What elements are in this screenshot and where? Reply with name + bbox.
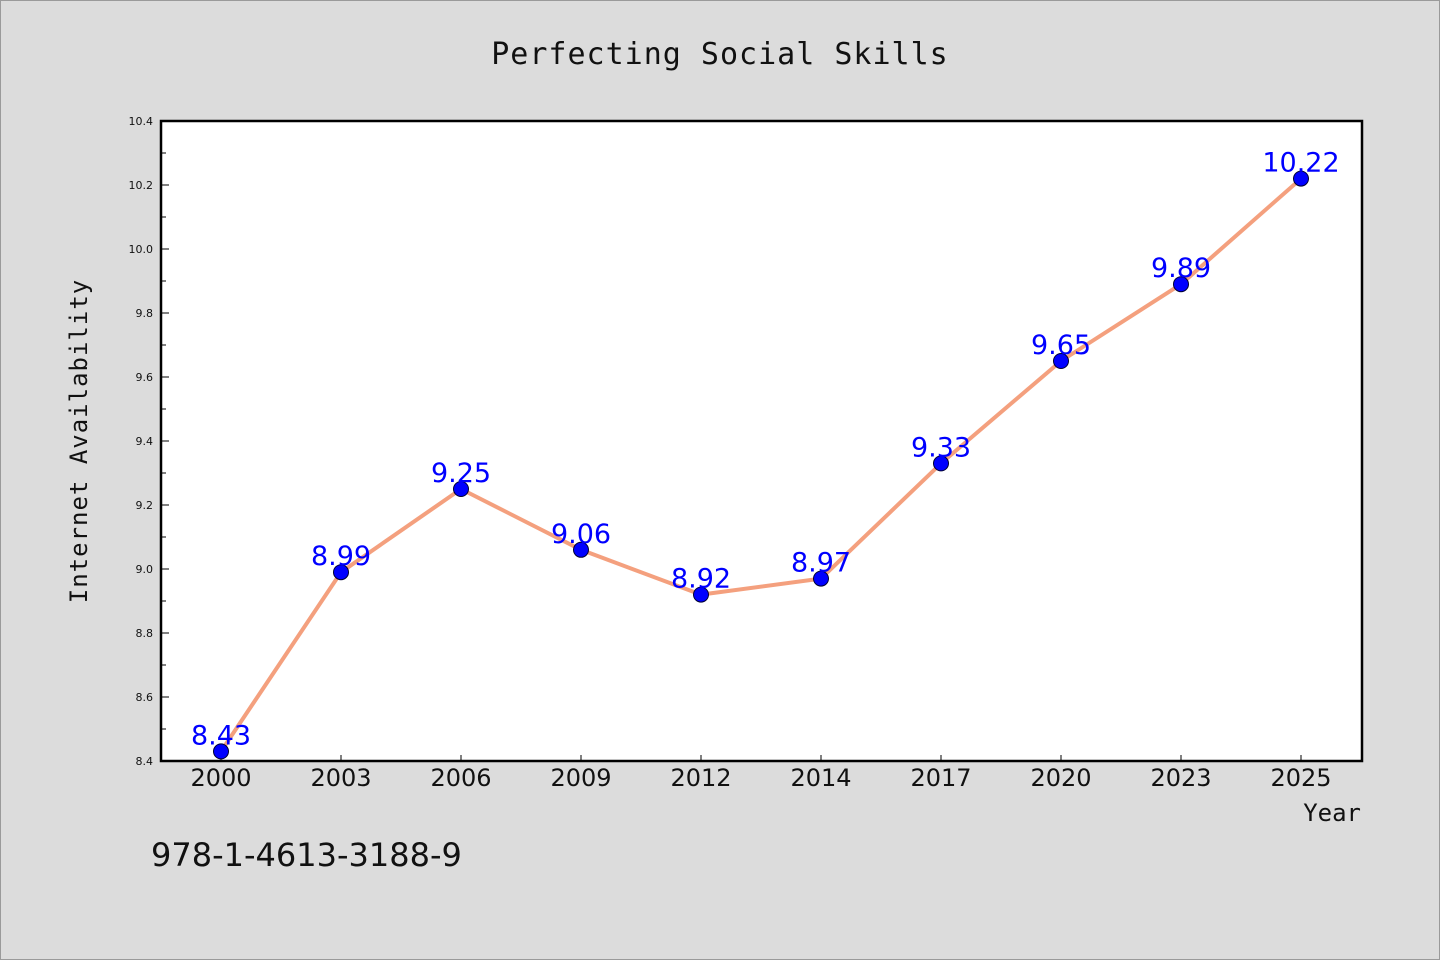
- data-point-group: [213, 170, 1309, 760]
- plot-frame: [159, 119, 1364, 763]
- data-label-2025: 10.22: [1262, 148, 1339, 179]
- x-tick-label: 2014: [790, 764, 851, 792]
- data-label-2014: 8.97: [791, 548, 851, 579]
- y-tick-label: 8.4: [136, 755, 154, 768]
- y-tick-label: 10.2: [129, 179, 154, 192]
- y-axis-label: Internet Availability: [65, 279, 93, 603]
- series-line-group: [219, 177, 1303, 753]
- x-tick-label: 2020: [1030, 764, 1091, 792]
- y-tick-label: 9.0: [136, 563, 154, 576]
- data-point-2012: [693, 586, 709, 603]
- data-label-2003: 8.99: [311, 541, 371, 572]
- data-label-group: 8.43 8.99 9.25 9.06 8.92 8.97 9.33 9.65 9.89 10.2…: [191, 148, 1340, 752]
- data-label-2017: 9.33: [911, 432, 971, 463]
- series-line: [219, 177, 1303, 753]
- y-tick-label: 8.6: [136, 691, 154, 704]
- data-point-2003: [333, 564, 349, 581]
- data-label-2009: 9.06: [551, 519, 611, 550]
- y-tick-label: 9.4: [136, 435, 154, 448]
- data-label-2020: 9.65: [1031, 330, 1091, 361]
- data-label-2000: 8.43: [191, 720, 251, 751]
- data-label-2012: 8.92: [671, 564, 731, 595]
- x-tick-label: 2025: [1270, 764, 1331, 792]
- y-tick-label: 10.0: [129, 243, 154, 256]
- data-point-2009: [573, 541, 589, 558]
- x-tick-label: 2003: [310, 764, 371, 792]
- x-tick-label: 2009: [550, 764, 611, 792]
- x-tick-label: 2017: [910, 764, 971, 792]
- y-tick-label: 8.8: [136, 627, 154, 640]
- plot-area: [161, 121, 1362, 761]
- x-tick-label: 2023: [1150, 764, 1211, 792]
- data-point-2017: [933, 455, 949, 472]
- x-axis-label: Year: [1303, 799, 1361, 827]
- isbn-text: 978-1-4613-3188-9: [151, 836, 462, 874]
- data-point-2014: [813, 570, 829, 587]
- x-axis: 2000 2003 2006 2009 2012 2014 2017 2020 2023 2025: [190, 755, 1332, 792]
- data-point-2023: [1173, 276, 1189, 293]
- y-tick-label: 10.4: [129, 115, 154, 128]
- data-point-2006: [453, 481, 469, 497]
- y-tick-label: 9.8: [136, 307, 154, 320]
- data-point-2000: [213, 743, 229, 760]
- data-point-2025: [1293, 170, 1309, 187]
- chart-title: Perfecting Social Skills: [491, 37, 948, 72]
- x-tick-label: 2012: [670, 764, 731, 792]
- data-label-2006: 9.25: [431, 458, 491, 489]
- data-label-2023: 9.89: [1151, 253, 1211, 284]
- y-axis: 8.4 8.6 8.8 9.0 9.2 9.4 9.6 9.8 10.0 10.2 10.4: [129, 115, 169, 768]
- y-tick-label: 9.6: [136, 371, 154, 384]
- y-tick-label: 9.2: [136, 499, 154, 512]
- data-point-2020: [1053, 353, 1069, 369]
- x-tick-label: 2006: [430, 764, 491, 792]
- x-tick-label: 2000: [190, 764, 251, 792]
